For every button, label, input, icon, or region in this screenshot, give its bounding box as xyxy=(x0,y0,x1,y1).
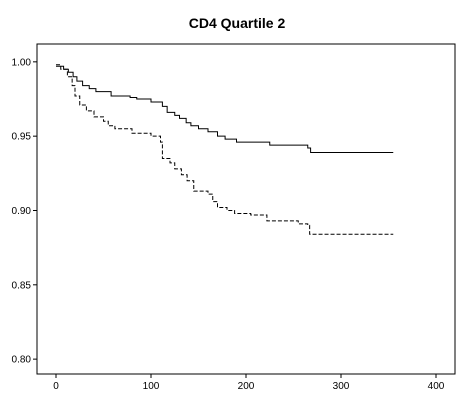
y-tick-label: 0.90 xyxy=(12,206,32,217)
x-tick-label: 200 xyxy=(238,381,255,392)
chart-title: CD4 Quartile 2 xyxy=(189,15,286,31)
x-tick-label: 300 xyxy=(333,381,350,392)
x-tick-label: 0 xyxy=(53,381,59,392)
x-axis: 0 100 200 300 400 xyxy=(53,374,445,392)
solid-survival-curve xyxy=(56,65,394,154)
y-tick-label: 0.85 xyxy=(12,280,32,291)
y-tick-label: 0.80 xyxy=(12,355,32,366)
dashed-survival-curve xyxy=(56,64,394,235)
plot-frame xyxy=(36,43,456,375)
series-layer xyxy=(56,64,394,235)
x-tick-label: 400 xyxy=(428,381,445,392)
y-tick-label: 0.95 xyxy=(12,132,32,143)
y-axis: 0.80 0.85 0.90 0.95 1.00 xyxy=(12,57,37,366)
y-tick-label: 1.00 xyxy=(12,57,32,68)
x-tick-label: 100 xyxy=(143,381,160,392)
